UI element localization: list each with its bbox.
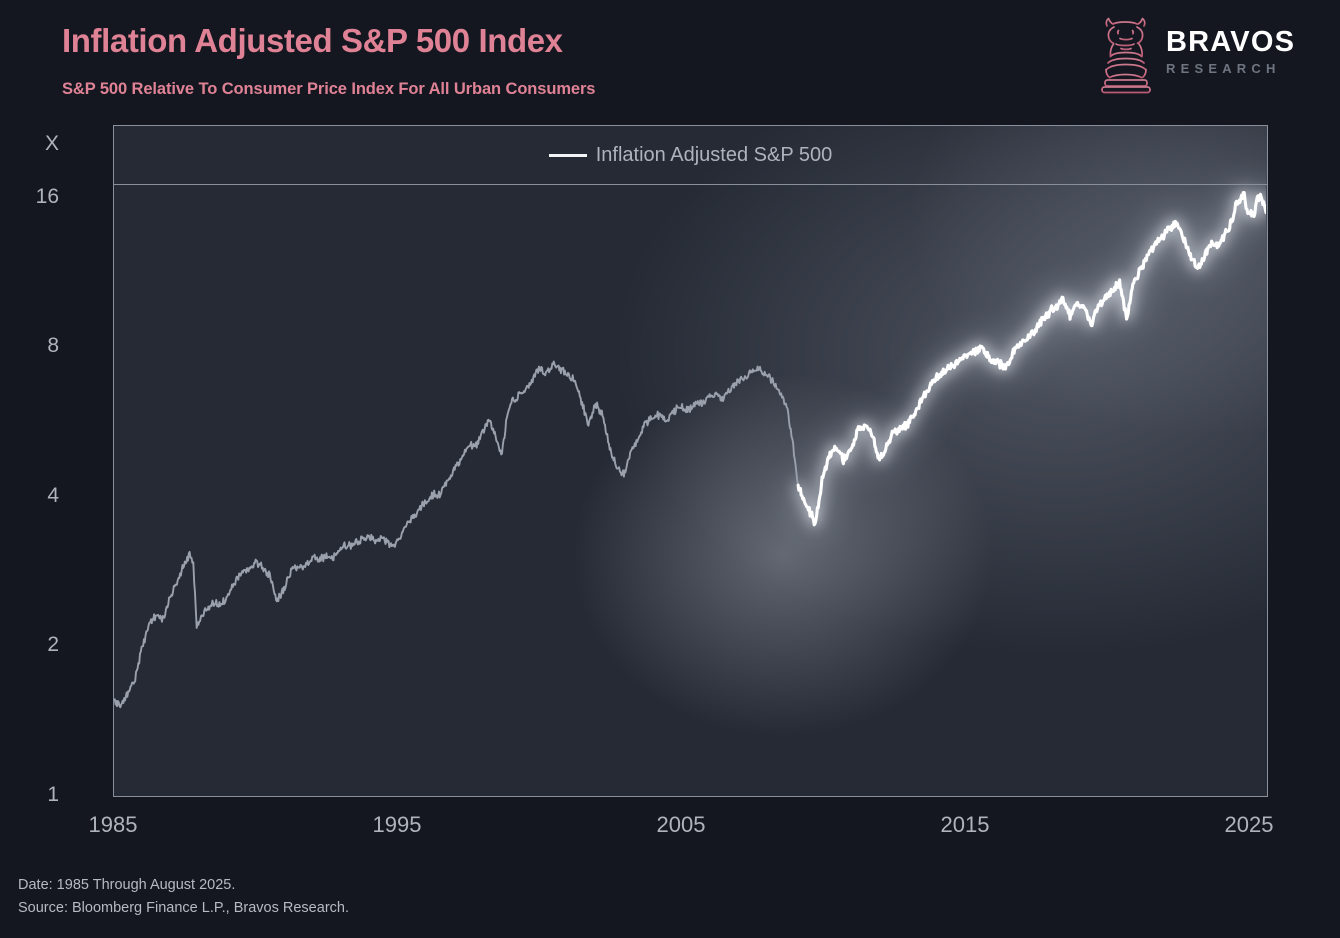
logo-wordmark: BRAVOS RESEARCH [1166,26,1295,78]
page-subtitle: S&P 500 Relative To Consumer Price Index… [62,80,596,98]
chart-plot-area: Inflation Adjusted S&P 500 [113,125,1268,797]
footer-date-line: Date: 1985 Through August 2025. [18,877,236,893]
chart-canvas: Inflation Adjusted S&P 500 [114,126,1267,796]
legend-line-swatch-icon [548,153,587,157]
y-axis-tick-2: 2 [47,633,59,657]
page-title: Inflation Adjusted S&P 500 Index [62,22,563,59]
chart-series-svg [114,190,1266,709]
x-axis-tick-2015: 2015 [940,812,990,837]
legend-separator [114,184,1267,185]
footer: Date: 1985 Through August 2025. Source: … [18,874,349,920]
bull-logo-icon [1094,14,1160,94]
y-axis-unit-label: X [44,132,59,155]
legend-item-inflation-adjusted-sp500[interactable]: Inflation Adjusted S&P 500 [548,143,833,167]
brand-logo: BRAVOS RESEARCH [1094,10,1319,95]
header: Inflation Adjusted S&P 500 Index S&P 500… [0,0,1340,115]
series-recent-path [796,190,1266,527]
y-axis-tick-1: 1 [47,783,59,806]
x-axis-tick-2005: 2005 [656,812,706,837]
y-axis-tick-16: 16 [35,184,59,208]
x-axis-tick-2025: 2025 [1224,812,1274,837]
series-historic-path [114,360,800,709]
series-inflation-adjusted-sp500 [114,190,1266,709]
legend-item-label: Inflation Adjusted S&P 500 [595,143,833,166]
x-axis-tick-1995: 1995 [372,812,422,837]
series-glow-path [795,190,1266,528]
logo-brand-name: BRAVOS [1166,26,1296,58]
y-axis-tick-8: 8 [47,334,59,358]
y-axis-tick-4: 4 [47,483,59,507]
x-axis-tick-1985: 1985 [88,812,138,837]
footer-source-line: Source: Bloomberg Finance L.P., Bravos R… [18,900,349,916]
chart-legend: Inflation Adjusted S&P 500 [114,126,1267,184]
logo-brand-sub: RESEARCH [1166,61,1281,76]
